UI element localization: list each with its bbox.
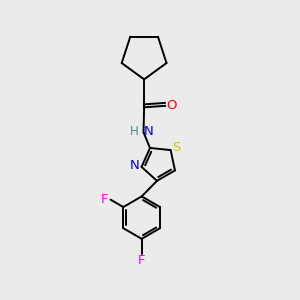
Text: S: S	[172, 141, 181, 154]
Text: H: H	[130, 125, 139, 138]
Text: N: N	[130, 159, 140, 172]
Text: O: O	[167, 99, 177, 112]
Text: N: N	[144, 125, 154, 138]
Text: F: F	[138, 254, 146, 266]
Text: F: F	[100, 193, 108, 206]
